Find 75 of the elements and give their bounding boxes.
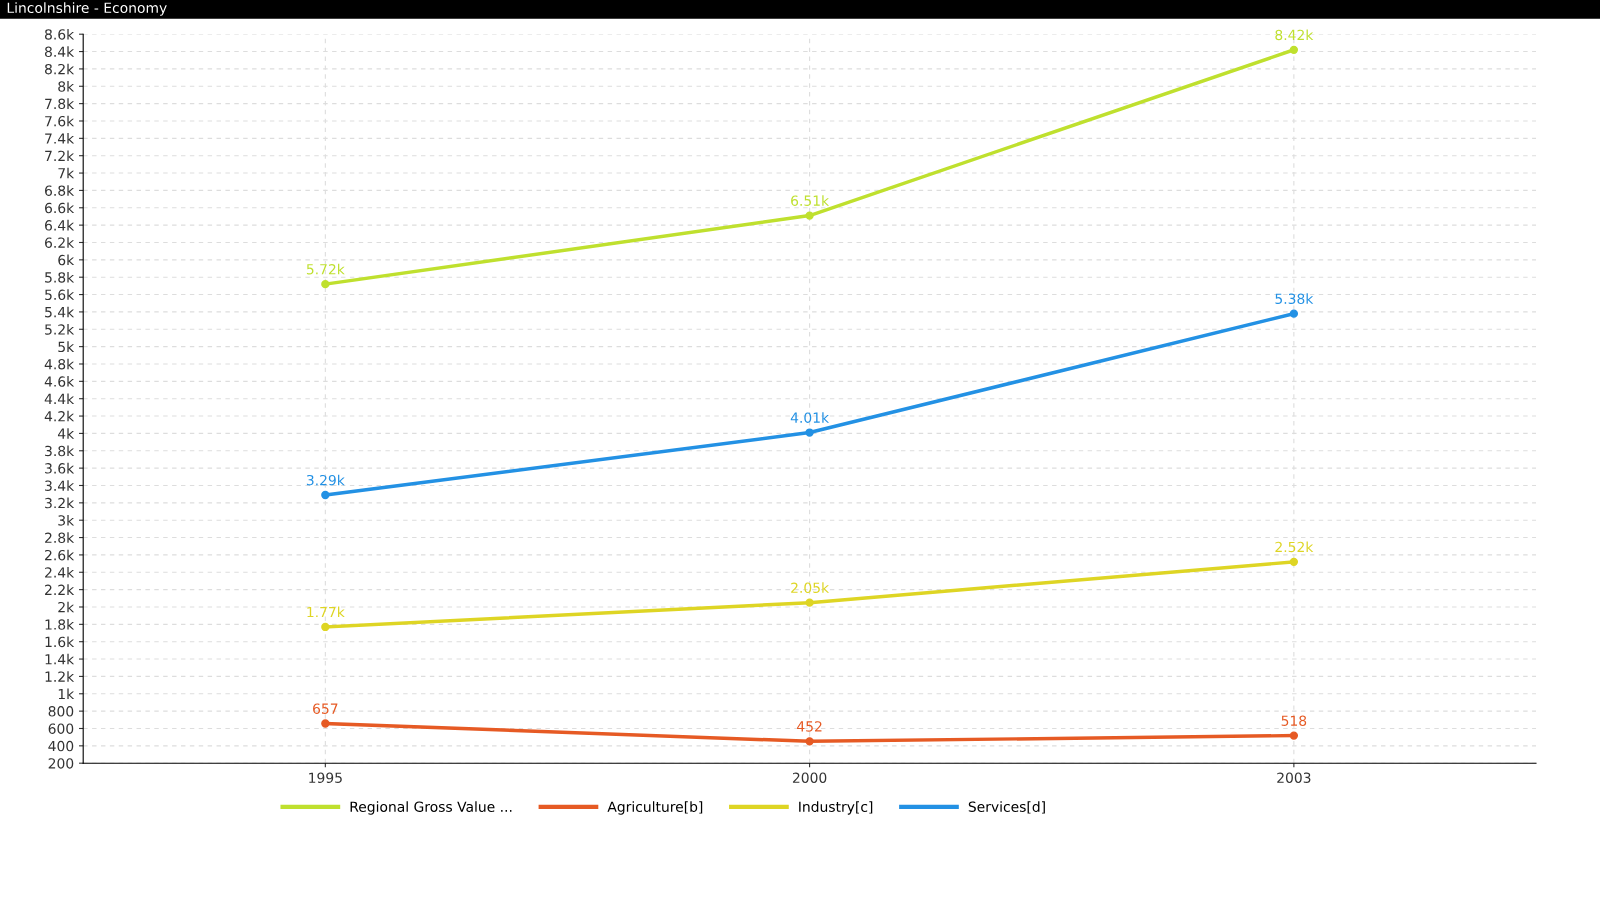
x-tick-label: 2000 <box>792 772 827 783</box>
x-tick-label: 2003 <box>1277 772 1311 783</box>
y-tick-label: 6.4k <box>45 219 75 231</box>
point <box>1289 557 1299 567</box>
y-tick-label: 2.8k <box>45 532 75 544</box>
legend-label: Agriculture[b] <box>607 801 703 815</box>
y-tick-label: 4k <box>57 428 75 439</box>
y-tick-label: 600 <box>48 723 74 734</box>
y-tick-label: 1.2k <box>45 671 75 682</box>
y-tick-label: 3.6k <box>45 462 75 474</box>
y-tick-label: 7.2k <box>45 150 75 161</box>
data-label: 518 <box>1281 715 1307 726</box>
data-label: 8.42k <box>1275 29 1314 41</box>
point <box>805 737 814 746</box>
y-tick-label: 1.4k <box>45 653 75 665</box>
point <box>321 622 330 632</box>
point <box>1289 731 1299 740</box>
point <box>805 598 814 607</box>
y-tick-label: 7.6k <box>45 115 75 127</box>
legend-label: Industry[c] <box>799 801 873 815</box>
y-tick-label: 8.4k <box>44 46 75 58</box>
legend-label: Services[d] <box>968 801 1045 814</box>
y-tick-label: 6.2k <box>45 237 75 248</box>
data-label: 657 <box>313 703 338 714</box>
y-tick-label: 400 <box>48 740 74 752</box>
point <box>805 211 814 220</box>
y-tick-label: 8.2k <box>44 63 75 75</box>
y-tick-label: 6.6k <box>45 202 75 214</box>
y-tick-label: 8.6k <box>44 28 75 40</box>
y-tick-label: 2.6k <box>45 549 75 561</box>
y-tick-label: 2.4k <box>45 566 75 578</box>
x-tick-label: 1995 <box>309 772 342 783</box>
y-tick-label: 3.2k <box>45 497 75 509</box>
point <box>1289 45 1299 54</box>
point <box>1289 309 1299 318</box>
y-tick-label: 200 <box>48 758 74 769</box>
y-tick-label: 5.4k <box>45 306 75 318</box>
point <box>805 428 814 437</box>
y-tick-label: 4.6k <box>44 376 75 387</box>
y-tick-label: 4.8k <box>44 358 75 370</box>
data-label: 1.77k <box>307 606 345 618</box>
y-tick-label: 5.8k <box>45 271 75 283</box>
y-tick-label: 7k <box>58 167 75 179</box>
legend-label: Regional Gross Value ... <box>350 801 512 815</box>
y-tick-label: 3k <box>58 514 75 526</box>
y-tick-label: 5.2k <box>45 323 75 335</box>
y-tick-label: 3.8k <box>45 445 75 457</box>
point <box>321 490 330 500</box>
data-label: 5.72k <box>306 263 345 275</box>
data-label: 4.01k <box>790 412 830 423</box>
y-tick-label: 4.4k <box>44 393 75 404</box>
y-tick-label: 7.8k <box>45 98 75 110</box>
y-tick-label: 1k <box>58 688 75 700</box>
y-tick-label: 8k <box>58 80 75 92</box>
y-tick-label: 1.6k <box>45 636 75 648</box>
data-label: 5.38k <box>1275 293 1314 305</box>
data-label: 6.51k <box>791 195 830 206</box>
data-label: 2.05k <box>791 582 830 594</box>
point <box>321 279 330 289</box>
data-label: 2.52k <box>1275 541 1314 553</box>
y-tick-label: 2.2k <box>45 584 75 595</box>
y-tick-label: 800 <box>48 706 74 717</box>
y-tick-label: 7.4k <box>45 133 75 144</box>
y-tick-label: 1.8k <box>45 619 75 630</box>
y-tick-label: 5.6k <box>45 289 75 301</box>
data-label: 3.29k <box>306 474 345 486</box>
y-tick-label: 6k <box>58 254 75 266</box>
y-tick-label: 3.4k <box>45 480 75 491</box>
point <box>321 719 330 728</box>
chart-title: Lincolnshire - Economy <box>7 2 167 16</box>
data-label: 452 <box>797 721 822 732</box>
y-tick-label: 6.8k <box>45 185 75 196</box>
y-tick-label: 4.2k <box>44 410 75 422</box>
y-tick-label: 5k <box>58 341 75 353</box>
y-tick-label: 2k <box>58 601 75 613</box>
